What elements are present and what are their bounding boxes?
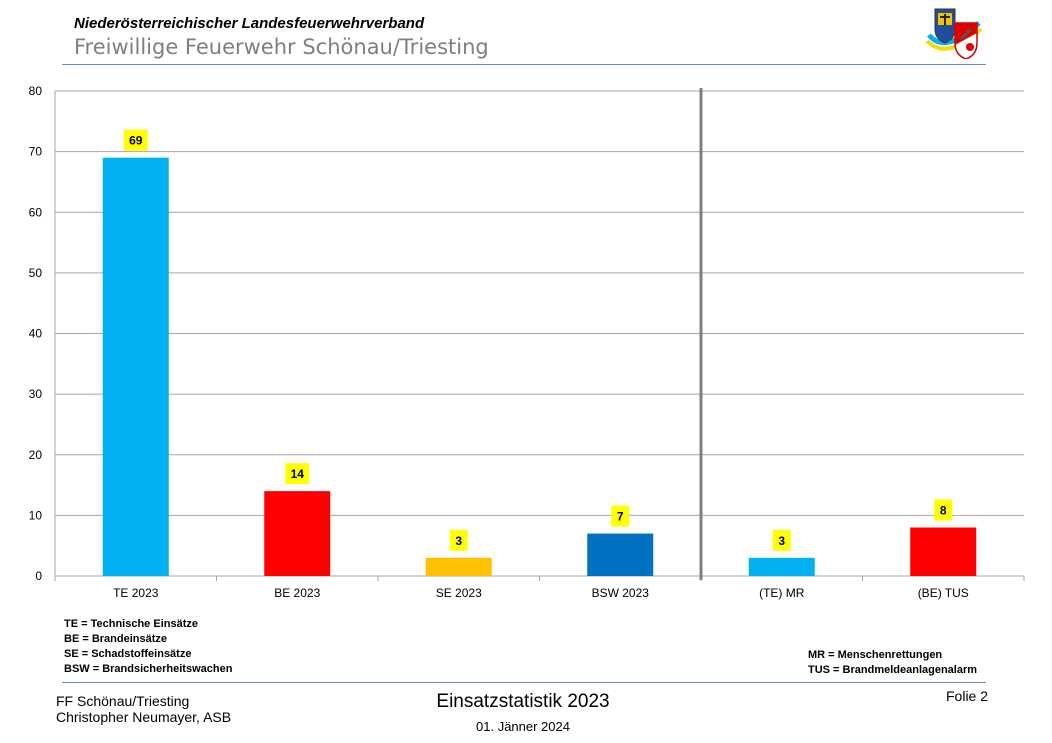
data-label-background: [123, 129, 148, 151]
x-tick-label: SE 2023: [436, 586, 482, 600]
bar-chart: 0 10 20 30 40 50 60 70 80 TE 2023 BE 2023 SE 2023 B…: [29, 84, 1025, 600]
data-label: 3: [778, 534, 785, 548]
y-tick-label: 20: [29, 448, 43, 462]
y-axis-ticks: 0 10 20 30 40 50 60 70 80: [29, 84, 43, 583]
bar: [748, 557, 815, 576]
data-label: 69: [129, 134, 143, 148]
data-label: 14: [291, 467, 305, 481]
x-axis-ticks: TE 2023 BE 2023 SE 2023 BSW 2023 (TE) MR (BE)…: [113, 586, 969, 600]
bar: [910, 527, 977, 576]
footer-author-name: Christopher Neumayer, ASB: [56, 709, 232, 725]
data-label-background: [611, 505, 630, 527]
data-label-background: [934, 499, 953, 521]
abbreviation-legend-left: TE = Technische Einsätze BE = Brandeinsä…: [64, 617, 232, 677]
y-tick-label: 30: [29, 387, 43, 401]
x-tick-label: TE 2023: [113, 586, 159, 600]
data-labels: 69 14 3 7 3 8: [123, 129, 953, 551]
legend-se: SE = Schadstoffeinsätze: [64, 648, 192, 660]
x-tick-label: BE 2023: [274, 586, 320, 600]
header-divider: [62, 64, 986, 65]
y-tick-label: 40: [29, 327, 43, 341]
data-label: 3: [455, 534, 462, 548]
organization-title: Niederösterreichischer Landesfeuerwehrve…: [74, 15, 425, 32]
y-tick-label: 70: [29, 145, 43, 159]
footer-title: Einsatzstatistik 2023: [436, 691, 610, 712]
data-label-background: [772, 529, 791, 551]
y-tick-label: 50: [29, 266, 43, 280]
abbreviation-legend-right: MR = Menschenrettungen TUS = Brandmeldea…: [808, 648, 977, 678]
footer-date: 01. Jänner 2024: [476, 719, 570, 734]
data-label: 7: [617, 510, 624, 524]
unit-title: Freiwillige Feuerwehr Schönau/Triesting: [74, 35, 489, 59]
y-tick-label: 80: [29, 84, 43, 98]
x-tick-label: (BE) TUS: [918, 586, 969, 600]
x-tick-label: (TE) MR: [759, 586, 805, 600]
bar: [425, 557, 492, 576]
x-tick-label: BSW 2023: [592, 586, 650, 600]
bar: [264, 491, 331, 576]
bar: [102, 157, 169, 576]
legend-tus: TUS = Brandmeldeanlagenalarm: [808, 664, 978, 676]
legend-bsw: BSW = Brandsicherheitswachen: [64, 663, 233, 675]
slide-number: Folie 2: [946, 688, 989, 704]
footer-divider: [62, 682, 986, 683]
bars: [102, 157, 977, 576]
legend-te: TE = Technische Einsätze: [64, 618, 198, 630]
data-label-background: [449, 529, 468, 551]
y-tick-label: 10: [29, 508, 43, 522]
coat-of-arms-logo: [925, 8, 983, 59]
footer-organization: FF Schönau/Triesting: [56, 693, 190, 709]
footer-author: FF Schönau/Triesting Christopher Neumaye…: [56, 693, 231, 725]
legend-be: BE = Brandeinsätze: [64, 633, 168, 645]
data-label-background: [285, 463, 310, 485]
legend-mr: MR = Menschenrettungen: [808, 649, 943, 661]
y-tick-label: 60: [29, 205, 43, 219]
grid-lines: [54, 88, 1025, 581]
bar: [587, 533, 654, 576]
y-tick-label: 0: [35, 569, 42, 583]
data-label: 8: [940, 504, 947, 518]
